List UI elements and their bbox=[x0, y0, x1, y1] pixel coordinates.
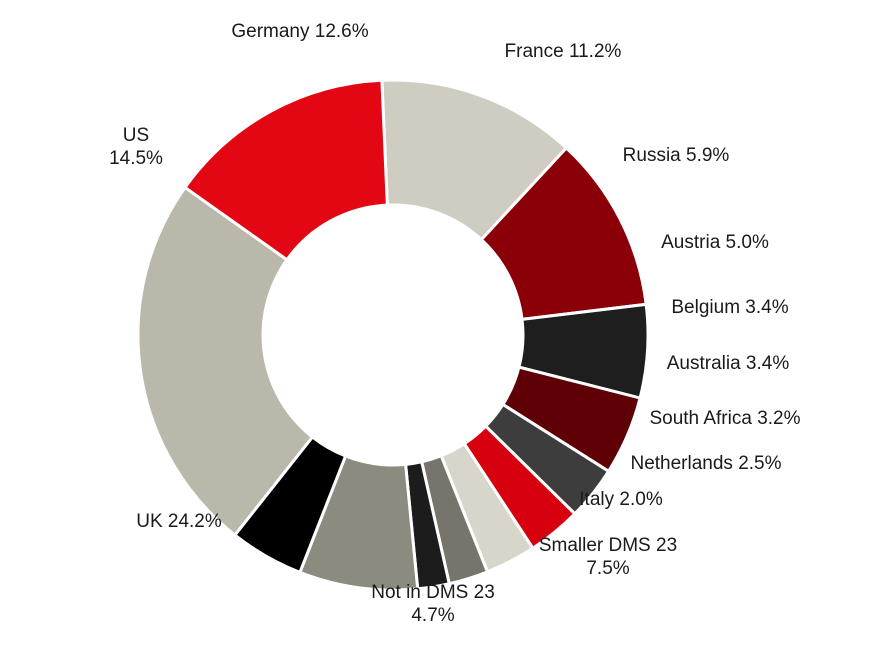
label-line: Smaller DMS 23 bbox=[539, 535, 677, 556]
label-line: Italy 2.0% bbox=[579, 489, 663, 510]
label-line: France 11.2% bbox=[505, 41, 622, 62]
label-belgium: Belgium 3.4% bbox=[671, 297, 788, 318]
label-line: Austria 5.0% bbox=[661, 232, 769, 253]
label-smaller-dms-23: Smaller DMS 23 7.5% bbox=[539, 535, 677, 579]
label-line: US bbox=[123, 125, 149, 146]
label-us: US 14.5% bbox=[109, 125, 163, 169]
label-germany: Germany 12.6% bbox=[231, 21, 368, 42]
label-not-in-dms-23: Not in DMS 23 4.7% bbox=[371, 582, 495, 626]
label-australia: Australia 3.4% bbox=[667, 353, 790, 374]
label-russia: Russia 5.9% bbox=[623, 145, 730, 166]
label-line: Netherlands 2.5% bbox=[630, 453, 781, 474]
label-austria: Austria 5.0% bbox=[661, 232, 769, 253]
label-line: Belgium 3.4% bbox=[671, 297, 788, 318]
donut-slices bbox=[136, 78, 650, 592]
label-line: South Africa 3.2% bbox=[649, 408, 800, 429]
slice-germany bbox=[380, 78, 569, 242]
slice-labels: Germany 12.6% France 11.2% Russia 5.9% Aust… bbox=[109, 21, 801, 626]
slice-uk bbox=[136, 185, 315, 538]
label-italy: Italy 2.0% bbox=[579, 489, 663, 510]
label-france: France 11.2% bbox=[505, 41, 622, 62]
label-line: Germany 12.6% bbox=[231, 21, 368, 42]
label-line: UK 24.2% bbox=[136, 511, 222, 532]
label-line: Australia 3.4% bbox=[667, 353, 790, 374]
label-netherlands: Netherlands 2.5% bbox=[630, 453, 781, 474]
label-line: Russia 5.9% bbox=[623, 145, 730, 166]
label-line: 7.5% bbox=[586, 558, 629, 579]
label-uk: UK 24.2% bbox=[136, 511, 222, 532]
label-line: 14.5% bbox=[109, 148, 163, 169]
label-line: Not in DMS 23 bbox=[371, 582, 495, 603]
label-south-africa: South Africa 3.2% bbox=[649, 408, 800, 429]
label-line: 4.7% bbox=[411, 605, 454, 626]
slice-us bbox=[182, 78, 389, 262]
